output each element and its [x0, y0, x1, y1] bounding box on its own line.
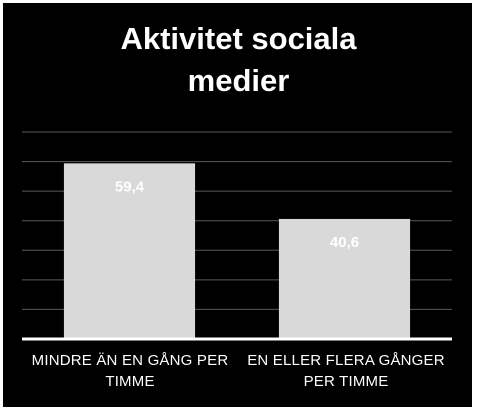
chart-title-line-2: medier — [187, 63, 290, 98]
bar-2 — [278, 218, 411, 339]
x-tick-label-1-line-1: MINDRE ÄN EN GÅNG PER — [31, 352, 229, 369]
x-tick-label-1-line-2: TIMME — [105, 373, 155, 390]
bar-1 — [63, 163, 196, 339]
x-tick-label-2: EN ELLER FLERA GÅNGER PER TIMME — [232, 350, 460, 392]
chart-title: Aktivitet sociala medier — [0, 18, 477, 102]
data-label-1: 59,4 — [115, 178, 145, 195]
data-label-2: 40,6 — [330, 234, 359, 251]
x-tick-label-1: MINDRE ÄN EN GÅNG PER TIMME — [16, 350, 244, 392]
x-tick-label-2-line-2: PER TIMME — [303, 373, 389, 390]
x-tick-label-2-line-1: EN ELLER FLERA GÅNGER — [247, 352, 445, 369]
chart-title-line-1: Aktivitet sociala — [120, 21, 357, 56]
